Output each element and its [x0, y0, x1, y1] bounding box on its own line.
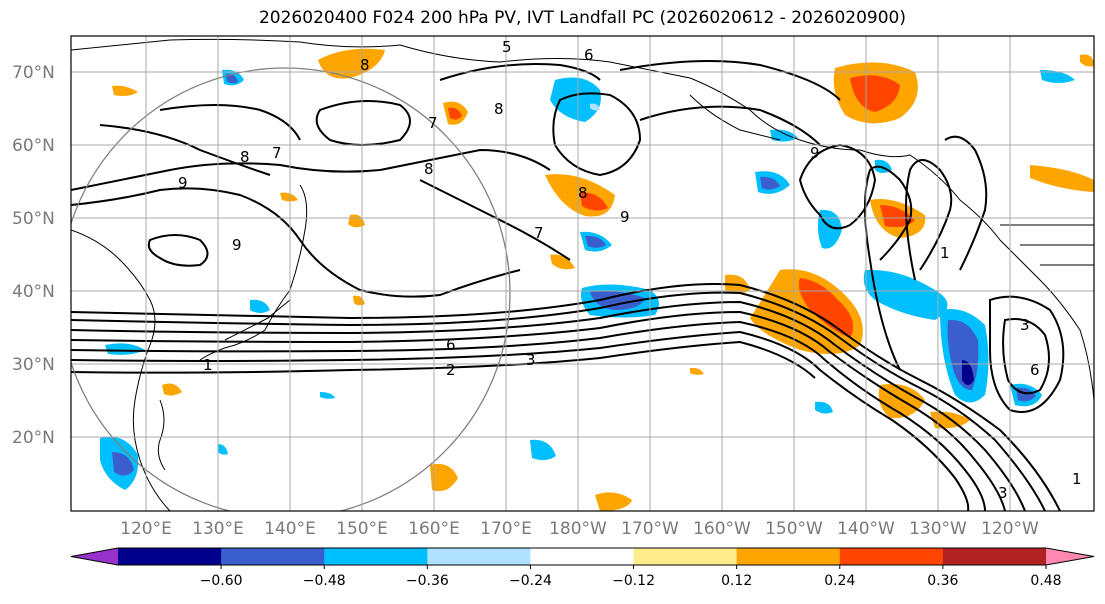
colorbar: −0.60 −0.48 −0.36 −0.24 −0.12 0.12 0.24 0.36 0.4…: [70, 547, 1095, 589]
map-title: 2026020400 F024 200 hPa PV, IVT Landfall…: [258, 8, 906, 28]
lon-label: 170°W: [621, 519, 679, 539]
colorbar-segment: [324, 548, 428, 565]
contour-label: 8: [360, 56, 370, 74]
colorbar-outline: [70, 547, 1095, 566]
lat-label: 30°N: [12, 355, 55, 375]
longitude-labels: 120°E 130°E 140°E 150°E 160°E 170°E 180°…: [120, 519, 1039, 539]
contour-label: 3: [1020, 316, 1030, 334]
lat-label: 40°N: [12, 282, 55, 302]
contour-label: 9: [232, 236, 242, 254]
lon-label: 120°E: [120, 519, 172, 539]
contour-label: 8: [578, 184, 588, 202]
graticule: [71, 36, 1094, 511]
lon-label: 140°E: [264, 519, 316, 539]
colorbar-segment: [633, 548, 738, 565]
colorbar-tick-label: −0.12: [612, 573, 655, 589]
contour-label: 7: [272, 144, 282, 162]
contour-label: 3: [526, 351, 536, 369]
contour-label: 1: [1072, 470, 1082, 488]
coastlines: [71, 38, 1094, 511]
contour-label: 1: [203, 356, 213, 374]
contour-label: 1: [940, 244, 950, 262]
contour-label: 3: [998, 484, 1008, 502]
colorbar-extend-low: [71, 548, 118, 565]
contour-label: 6: [446, 336, 456, 354]
lon-label: 180°W: [549, 519, 607, 539]
lon-label: 150°W: [765, 519, 823, 539]
colorbar-segment: [839, 548, 944, 565]
colorbar-tick-label: 0.48: [1030, 573, 1061, 589]
contour-label: 9: [620, 208, 630, 226]
colorbar-segment: [942, 548, 1047, 565]
contour-label: 8: [424, 160, 434, 178]
lon-label: 150°E: [336, 519, 388, 539]
colorbar-tick-label: −0.36: [406, 573, 449, 589]
lat-label: 70°N: [12, 63, 55, 83]
contour-label: 9: [810, 144, 820, 162]
colorbar-tick-label: 0.12: [721, 573, 752, 589]
colorbar-tick-label: −0.48: [303, 573, 346, 589]
contour-label-group: 5 6 8 8 7 7 8 8 9 9 9 8 9 7 6 3 2 1 6 3 …: [178, 38, 1082, 502]
lon-label: 170°E: [480, 519, 532, 539]
colorbar-segment: [118, 548, 222, 565]
lon-label: 160°W: [693, 519, 751, 539]
lat-label: 60°N: [12, 136, 55, 156]
colorbar-tick-label: −0.60: [200, 573, 243, 589]
lon-label: 160°E: [408, 519, 460, 539]
colorbar-tick-label: 0.36: [927, 573, 958, 589]
lon-label: 140°W: [837, 519, 895, 539]
colorbar-tick-label: −0.24: [509, 573, 552, 589]
contour-label: 7: [428, 114, 438, 132]
colorbar-segment: [221, 548, 325, 565]
map-border: [70, 35, 1095, 512]
colorbar-tick-label: 0.24: [824, 573, 855, 589]
contour-label: 6: [1030, 361, 1040, 379]
colorbar-segment: [736, 548, 841, 565]
colorbar-segment: [427, 548, 531, 565]
contour-label: 5: [502, 38, 512, 56]
latitude-labels: 70°N 60°N 50°N 40°N 30°N 20°N: [12, 63, 55, 448]
shading-layer: [100, 48, 1094, 511]
lon-label: 120°W: [981, 519, 1039, 539]
contour-label: 7: [534, 224, 544, 242]
lat-label: 20°N: [12, 428, 55, 448]
lon-label: 130°W: [909, 519, 967, 539]
contour-label: 2: [446, 361, 456, 379]
contour-lines: [71, 60, 1065, 511]
contour-label: 8: [240, 148, 250, 166]
contour-label: 6: [584, 46, 594, 64]
contour-label: 8: [494, 100, 504, 118]
contour-label: 9: [178, 174, 188, 192]
reference-circle: [71, 67, 511, 511]
colorbar-extend-high: [1046, 548, 1094, 565]
colorbar-segment: [530, 548, 635, 565]
lat-label: 50°N: [12, 209, 55, 229]
lon-label: 130°E: [192, 519, 244, 539]
